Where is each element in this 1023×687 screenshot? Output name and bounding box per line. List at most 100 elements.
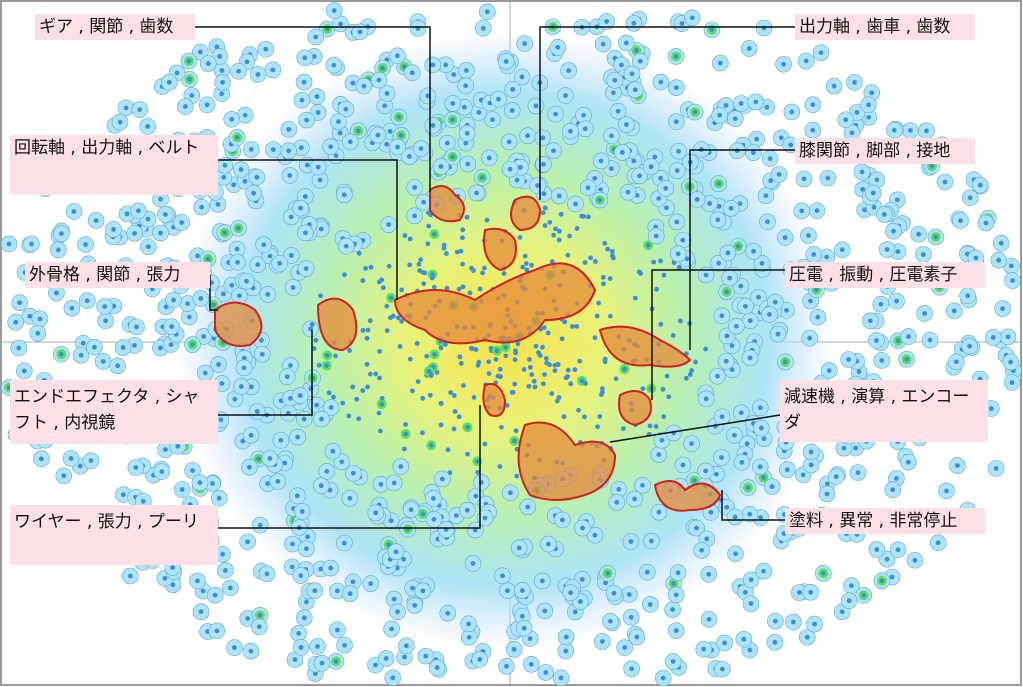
dot [738, 100, 744, 106]
dot [319, 660, 325, 666]
dot [679, 21, 685, 26]
dot [927, 337, 933, 343]
dot [249, 384, 254, 390]
dot [443, 251, 449, 256]
dot [298, 573, 304, 578]
dot [140, 498, 146, 504]
dot [341, 192, 347, 198]
dot [451, 72, 457, 78]
dot [84, 298, 90, 304]
dot [503, 344, 508, 350]
dot [622, 645, 628, 650]
dot [871, 204, 877, 210]
dot [527, 364, 533, 370]
dot [747, 511, 753, 517]
dot [299, 97, 305, 103]
dot [547, 219, 553, 225]
dot [599, 639, 605, 644]
dot [257, 612, 263, 618]
dot [708, 509, 714, 515]
dot [761, 568, 766, 574]
dot [704, 536, 710, 542]
dot [35, 330, 41, 336]
dot [859, 169, 865, 175]
dot [579, 577, 585, 582]
dot [363, 265, 369, 271]
dot [846, 357, 852, 362]
dot [895, 547, 901, 553]
dot [365, 327, 371, 333]
dot [648, 164, 654, 170]
dot [384, 91, 390, 96]
dot [92, 344, 97, 350]
dot [317, 177, 323, 183]
dot [670, 333, 676, 338]
dot [808, 298, 813, 304]
dot [367, 371, 373, 377]
dot [465, 451, 471, 457]
dot [656, 452, 662, 457]
dot [703, 346, 709, 352]
dot [378, 481, 384, 487]
dot [602, 240, 608, 246]
dot [324, 363, 330, 368]
dot [567, 128, 573, 134]
dot [1010, 278, 1015, 283]
dot [582, 414, 587, 420]
dot [723, 358, 729, 364]
dot [382, 103, 388, 109]
dot [390, 675, 396, 681]
dot [631, 20, 637, 26]
dot [998, 240, 1004, 246]
dot [214, 628, 220, 634]
dot [556, 193, 562, 199]
dot [808, 462, 814, 468]
dot [123, 105, 129, 111]
dot [895, 338, 901, 344]
dot [519, 74, 525, 80]
dot [477, 657, 483, 662]
dot [171, 297, 177, 303]
dot [602, 359, 608, 365]
dot [806, 233, 811, 238]
dot [597, 414, 603, 419]
dot [458, 248, 464, 254]
dot [380, 65, 386, 71]
dot [592, 175, 598, 181]
dot [545, 330, 551, 336]
dot [498, 374, 503, 379]
dot [833, 474, 839, 479]
dot [973, 255, 979, 261]
dot [248, 432, 254, 438]
dot [988, 406, 994, 411]
dot [186, 314, 192, 320]
dot [174, 70, 180, 76]
dot [526, 383, 532, 389]
dot [905, 459, 911, 465]
dot [229, 116, 235, 122]
dot [565, 374, 570, 379]
dot [673, 85, 679, 91]
dot [715, 373, 720, 379]
dot [398, 132, 404, 138]
dot [395, 609, 400, 615]
dot [163, 447, 168, 452]
dot [189, 93, 195, 98]
dot [304, 117, 310, 123]
dot [158, 196, 163, 202]
dot [889, 574, 895, 580]
dot [499, 424, 504, 430]
dot [493, 356, 499, 362]
dot [399, 287, 405, 293]
dot [565, 367, 571, 373]
dot [350, 470, 356, 476]
dot [568, 590, 574, 596]
dot [551, 232, 557, 238]
dot [312, 588, 318, 594]
dot [610, 90, 616, 96]
dot [338, 21, 343, 27]
dot [289, 253, 294, 258]
dot [701, 646, 707, 652]
dot [815, 314, 821, 320]
